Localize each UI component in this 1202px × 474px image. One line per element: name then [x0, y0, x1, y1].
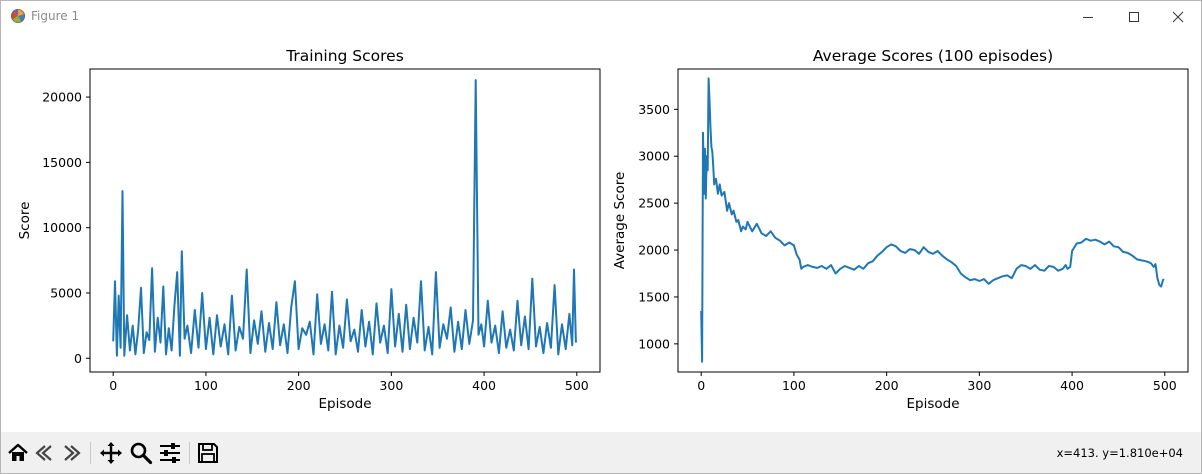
- x-axis-label: Episode: [318, 396, 371, 412]
- x-tick-label: 300: [967, 378, 991, 393]
- figure-canvas[interactable]: 0 100 200 300 400 500 0 5000 10000 15000 20000 Trai…: [1, 32, 1201, 432]
- cursor-coordinates: x=413. y=1.810e+04: [1056, 446, 1183, 460]
- x-tick-label: 400: [472, 378, 496, 393]
- plot-figure[interactable]: 0 100 200 300 400 50005000100001500020000Trai…: [1, 32, 1201, 432]
- y-tick-label: 1000: [638, 336, 670, 351]
- y-tick-label: 10000: [42, 220, 82, 235]
- y-axis-label: Score: [17, 202, 33, 240]
- home-icon: [8, 443, 28, 461]
- back-icon: [35, 445, 52, 461]
- y-tick-label: 3500: [638, 102, 670, 117]
- zoom-button[interactable]: [129, 441, 153, 465]
- save-icon: [198, 443, 218, 463]
- minimize-icon: [1083, 16, 1093, 18]
- close-icon: [1172, 11, 1184, 22]
- x-tick-label: 200: [875, 378, 899, 393]
- x-axis-label: Episode: [906, 396, 959, 412]
- navigation-toolbar: x=413. y=1.810e+04: [1, 432, 1201, 473]
- title-bar: Figure 1: [1, 1, 1201, 32]
- y-axis-label: Average Score: [612, 172, 628, 270]
- maximize-button[interactable]: [1111, 1, 1157, 32]
- home-button[interactable]: [6, 441, 30, 465]
- x-tick-label: 300: [379, 378, 403, 393]
- y-tick-label: 2500: [638, 196, 670, 211]
- x-tick-label: 500: [1153, 378, 1177, 393]
- forward-button[interactable]: [60, 441, 84, 465]
- forward-icon: [64, 445, 81, 461]
- x-tick-label: 200: [287, 378, 311, 393]
- save-button[interactable]: [196, 441, 220, 465]
- pan-icon: [100, 442, 122, 464]
- x-tick-label: 100: [194, 378, 218, 393]
- toolbar-separator: [90, 442, 91, 464]
- y-tick-label: 3000: [638, 149, 670, 164]
- matplotlib-app-icon: [11, 9, 25, 23]
- y-tick-label: 15000: [42, 155, 82, 170]
- configure-subplots-icon: [160, 443, 180, 463]
- x-tick-label: 500: [565, 378, 589, 393]
- average-scores-axes[interactable]: 0 100 200 300 400 500 1000 1500 2000 2500 3000 3500…: [612, 47, 1189, 412]
- maximize-icon: [1129, 11, 1139, 22]
- y-tick-label: 5000: [50, 285, 82, 300]
- configure-subplots-button[interactable]: [158, 441, 182, 465]
- series-line: [700, 77, 1165, 363]
- pan-button[interactable]: [99, 441, 123, 465]
- x-tick-label: 0: [109, 378, 117, 393]
- training-scores-axes[interactable]: 0 100 200 300 400 50005000100001500020000Trai…: [17, 47, 601, 412]
- back-button[interactable]: [32, 441, 56, 465]
- y-tick-label: 1500: [638, 289, 670, 304]
- y-tick-label: 0: [74, 351, 82, 366]
- window-title: Figure 1: [31, 9, 80, 23]
- y-tick-label: 2000: [638, 243, 670, 258]
- x-tick-label: 100: [782, 378, 806, 393]
- series-line: [112, 79, 577, 357]
- x-tick-label: 0: [697, 378, 705, 393]
- zoom-icon: [130, 442, 153, 465]
- chart-title: Training Scores: [285, 47, 404, 65]
- axes-frame: [677, 68, 1189, 373]
- chart-title: Average Scores (100 episodes): [813, 47, 1053, 65]
- close-button[interactable]: [1155, 1, 1201, 32]
- axes-frame: [89, 68, 601, 373]
- x-tick-label: 400: [1060, 378, 1084, 393]
- toolbar-separator: [189, 442, 190, 464]
- minimize-button[interactable]: [1065, 1, 1111, 32]
- y-tick-label: 20000: [42, 90, 82, 105]
